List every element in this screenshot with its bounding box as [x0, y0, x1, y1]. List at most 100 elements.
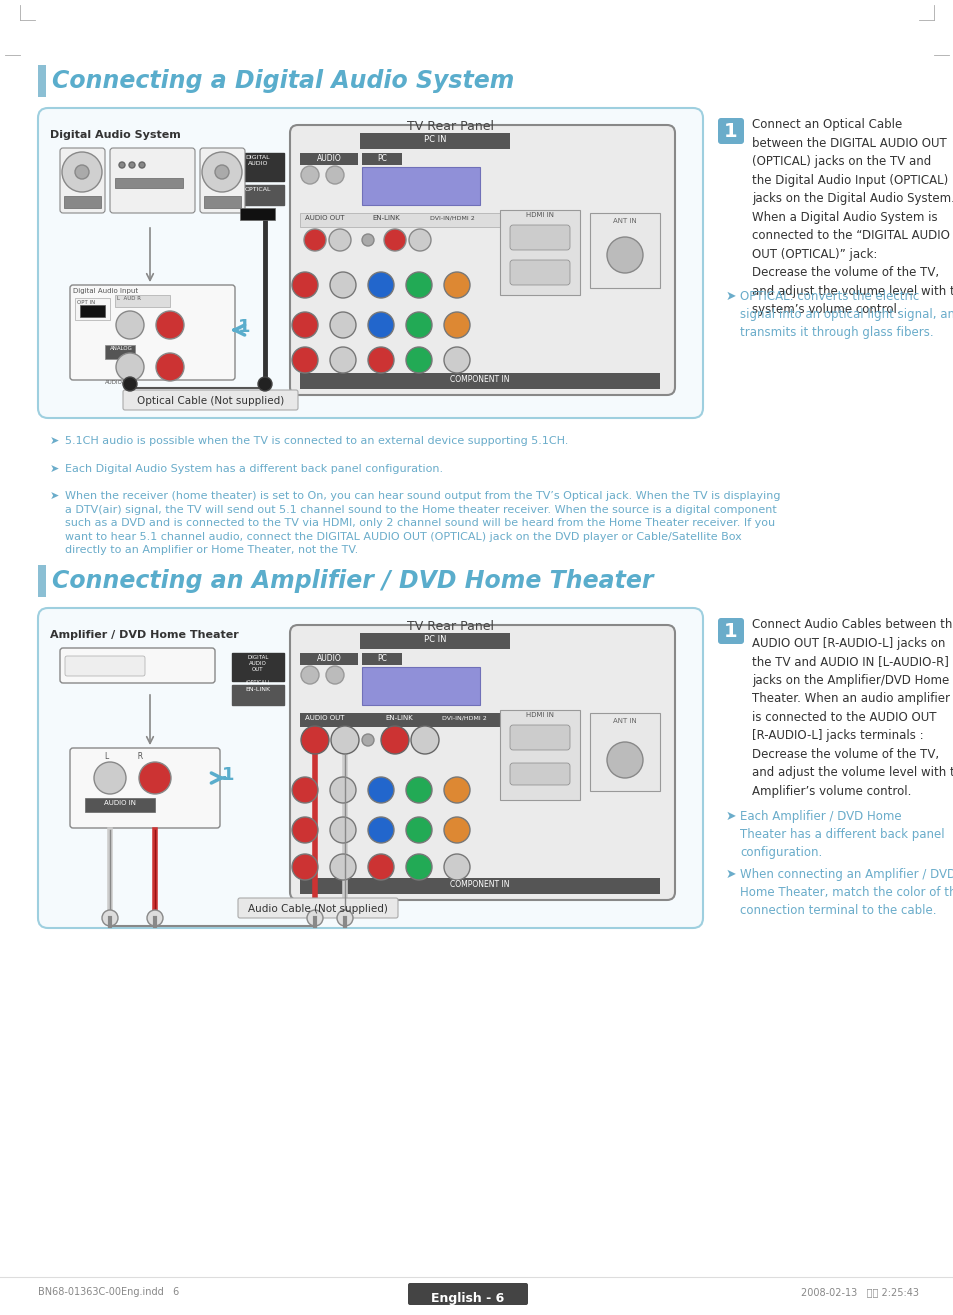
Circle shape: [329, 229, 351, 251]
Circle shape: [406, 347, 432, 373]
Circle shape: [330, 347, 355, 373]
Bar: [115, 295, 170, 306]
Bar: [64, 196, 101, 208]
Text: ANT IN: ANT IN: [613, 718, 637, 725]
Text: 1: 1: [237, 318, 251, 337]
Text: AUDIO/TV: AUDIO/TV: [105, 379, 132, 384]
FancyBboxPatch shape: [408, 1283, 527, 1304]
Circle shape: [330, 312, 355, 338]
Text: Digital Audio Input: Digital Audio Input: [73, 288, 138, 295]
Text: ANT IN: ANT IN: [613, 218, 637, 224]
Bar: [359, 133, 510, 149]
Circle shape: [384, 229, 406, 251]
Circle shape: [94, 761, 126, 794]
Circle shape: [292, 347, 317, 373]
Text: DVI-IN/HDMI 2: DVI-IN/HDMI 2: [430, 214, 475, 220]
FancyBboxPatch shape: [510, 763, 569, 785]
Circle shape: [368, 347, 394, 373]
Text: AUDIO IN: AUDIO IN: [104, 800, 136, 806]
Text: DIGITAL
AUDIO
OUT: DIGITAL AUDIO OUT: [247, 655, 269, 672]
Text: English - 6: English - 6: [431, 1293, 504, 1304]
Text: ➤: ➤: [50, 490, 59, 501]
Circle shape: [411, 726, 438, 753]
Circle shape: [257, 377, 272, 391]
Bar: [204, 196, 241, 208]
FancyBboxPatch shape: [70, 748, 220, 828]
Circle shape: [147, 910, 163, 926]
Text: Connect Audio Cables between the
AUDIO OUT [R-AUDIO-L] jacks on
the TV and AUDIO: Connect Audio Cables between the AUDIO O…: [751, 618, 953, 797]
Circle shape: [139, 162, 145, 168]
Text: AUDIO OUT: AUDIO OUT: [305, 715, 344, 721]
Text: L            R: L R: [105, 752, 143, 761]
Circle shape: [129, 162, 135, 168]
Bar: [361, 654, 401, 665]
Circle shape: [406, 272, 432, 299]
Text: When the receiver (home theater) is set to On, you can hear sound output from th: When the receiver (home theater) is set …: [65, 490, 780, 555]
Circle shape: [156, 312, 184, 339]
Bar: [299, 713, 559, 727]
Circle shape: [443, 853, 470, 880]
Text: ➤: ➤: [725, 291, 736, 302]
Text: Connecting an Amplifier / DVD Home Theater: Connecting an Amplifier / DVD Home Theat…: [52, 569, 653, 593]
Text: PC: PC: [376, 654, 387, 663]
Text: Audio Cable (Not supplied): Audio Cable (Not supplied): [248, 903, 388, 914]
FancyBboxPatch shape: [60, 648, 214, 682]
Text: OPTICAL: converts the electric
signal into an optical light signal, and
transmit: OPTICAL: converts the electric signal in…: [740, 291, 953, 339]
Circle shape: [326, 166, 344, 184]
Circle shape: [75, 164, 89, 179]
Text: ➤: ➤: [50, 437, 59, 446]
Bar: [299, 878, 659, 894]
Circle shape: [116, 352, 144, 381]
FancyBboxPatch shape: [38, 608, 702, 928]
Bar: [38, 64, 46, 97]
Text: Each Digital Audio System has a different back panel configuration.: Each Digital Audio System has a differen…: [65, 464, 442, 473]
Text: L  AUD R: L AUD R: [117, 296, 141, 301]
Text: PC IN: PC IN: [423, 135, 446, 145]
Circle shape: [606, 237, 642, 274]
Text: DVI-IN/HDMI 2: DVI-IN/HDMI 2: [441, 715, 486, 721]
Circle shape: [406, 853, 432, 880]
FancyBboxPatch shape: [65, 656, 145, 676]
Circle shape: [62, 153, 102, 192]
Circle shape: [119, 162, 125, 168]
Circle shape: [292, 312, 317, 338]
Bar: [232, 685, 284, 705]
Bar: [499, 710, 579, 800]
Circle shape: [406, 777, 432, 803]
Bar: [105, 345, 135, 359]
Circle shape: [156, 352, 184, 381]
FancyBboxPatch shape: [60, 149, 105, 213]
Circle shape: [292, 817, 317, 843]
Text: When connecting an Amplifier / DVD
Home Theater, match the color of the
connecti: When connecting an Amplifier / DVD Home …: [740, 868, 953, 917]
FancyBboxPatch shape: [510, 225, 569, 250]
Circle shape: [292, 777, 317, 803]
Bar: [299, 373, 659, 389]
Text: COMPONENT IN: COMPONENT IN: [450, 880, 509, 889]
Text: EN-LINK: EN-LINK: [385, 715, 413, 721]
FancyBboxPatch shape: [510, 260, 569, 285]
Text: TV Rear Panel: TV Rear Panel: [406, 619, 494, 633]
Circle shape: [330, 853, 355, 880]
Circle shape: [443, 347, 470, 373]
Text: ➤: ➤: [725, 868, 736, 881]
Circle shape: [123, 377, 137, 391]
Text: PC IN: PC IN: [423, 635, 446, 644]
Text: HDMI IN: HDMI IN: [525, 711, 554, 718]
FancyBboxPatch shape: [110, 149, 194, 213]
Circle shape: [368, 272, 394, 299]
Circle shape: [406, 817, 432, 843]
FancyBboxPatch shape: [510, 725, 569, 750]
Text: ANALOG: ANALOG: [110, 346, 132, 351]
Circle shape: [368, 817, 394, 843]
Text: PC: PC: [376, 154, 387, 163]
FancyBboxPatch shape: [718, 118, 743, 145]
Text: EN-LINK: EN-LINK: [245, 686, 271, 692]
Circle shape: [368, 853, 394, 880]
Circle shape: [361, 734, 374, 746]
Circle shape: [116, 312, 144, 339]
Bar: [359, 633, 510, 650]
FancyBboxPatch shape: [718, 618, 743, 644]
FancyBboxPatch shape: [290, 125, 675, 394]
Bar: [299, 213, 559, 227]
Circle shape: [443, 817, 470, 843]
